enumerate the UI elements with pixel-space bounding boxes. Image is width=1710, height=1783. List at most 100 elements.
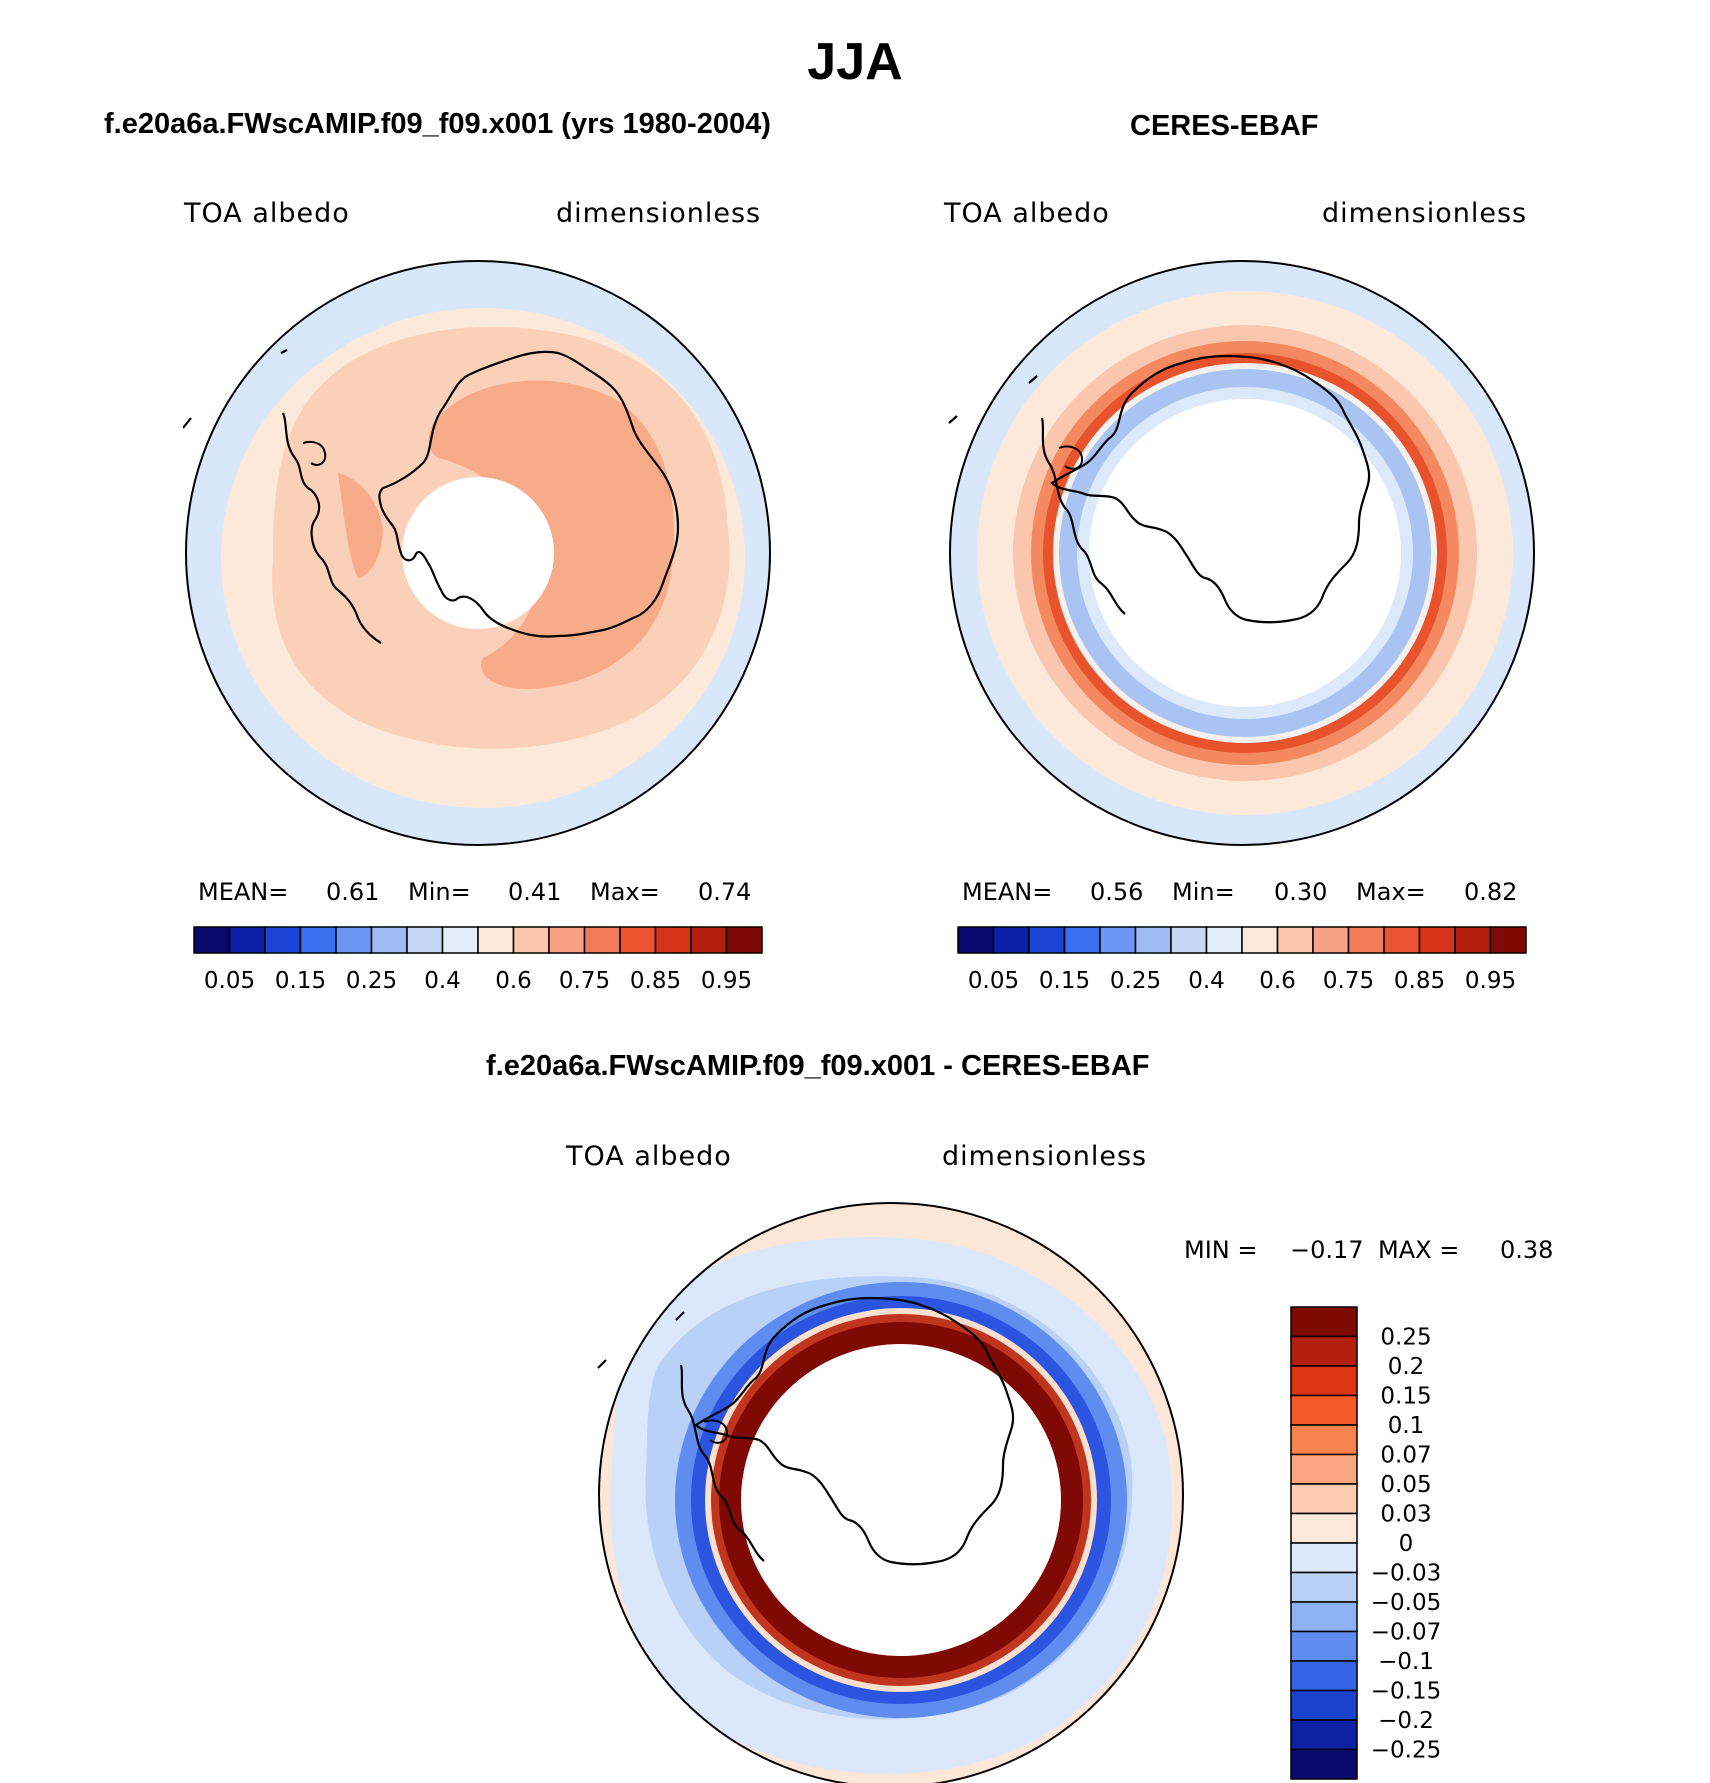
- colorbar-tick-label: 0: [1399, 1531, 1414, 1557]
- colorbar-swatch: [1290, 1719, 1358, 1751]
- panel-3-title: f.e20a6a.FWscAMIP.f09_f09.x001 - CERES-E…: [486, 1050, 1150, 1082]
- colorbar-swatch: [1099, 926, 1137, 954]
- colorbar-swatch: [1063, 926, 1101, 954]
- map-boundary: [949, 260, 1535, 846]
- colorbar-swatch: [1290, 1424, 1358, 1456]
- colorbar-tick-label: 0.15: [1380, 1384, 1431, 1410]
- panel-3-min-label: MIN =: [1184, 1236, 1258, 1264]
- colorbar-swatch: [1028, 926, 1066, 954]
- colorbar-swatch: [690, 926, 728, 954]
- colorbar-swatch: [619, 926, 657, 954]
- colorbar-swatch: [1290, 1542, 1358, 1574]
- colorbar-tick-label: 0.15: [1039, 968, 1090, 994]
- panel-1-max-value: 0.74: [698, 878, 752, 906]
- panel-1-mean-label: MEAN=: [198, 878, 289, 906]
- colorbar-swatch: [1454, 926, 1492, 954]
- colorbar-swatch: [957, 926, 995, 954]
- colorbar-tick-label: 0.25: [346, 968, 397, 994]
- panel-3-max-value: 0.38: [1500, 1236, 1554, 1264]
- map-boundary: [185, 260, 771, 846]
- colorbar-swatch: [406, 926, 444, 954]
- coastline: [1058, 445, 1084, 470]
- colorbar-tick-label: 0.05: [968, 968, 1019, 994]
- colorbar-swatch: [477, 926, 515, 954]
- panel-2-units: dimensionless: [1322, 198, 1528, 229]
- panel-3-units: dimensionless: [942, 1141, 1148, 1172]
- panel-2-mean-value: 0.56: [1090, 878, 1144, 906]
- coastline: [597, 1311, 685, 1369]
- panel-3-max-label: MAX =: [1378, 1236, 1460, 1264]
- panel-2-max-value: 0.82: [1464, 878, 1518, 906]
- colorbar-swatch: [1290, 1365, 1358, 1397]
- map-missing-data: [402, 477, 554, 629]
- map-missing-data: [1089, 399, 1401, 707]
- colorbar-swatch: [512, 926, 550, 954]
- colorbar-swatch: [1347, 926, 1385, 954]
- panel-2-min-label: Min=: [1172, 878, 1235, 906]
- colorbar-swatch: [1290, 1512, 1358, 1544]
- coastline: [1040, 417, 1126, 615]
- coastline: [281, 412, 382, 644]
- colorbar-swatch: [1290, 1689, 1358, 1721]
- coastline: [378, 350, 680, 638]
- colorbar-swatch: [228, 926, 266, 954]
- panel-3-variable: TOA albedo: [566, 1141, 732, 1172]
- colorbar-tick-label: −0.05: [1371, 1590, 1441, 1616]
- colorbar-swatch: [1290, 1748, 1358, 1780]
- colorbar-tick-label: 0.05: [1380, 1472, 1431, 1498]
- colorbar-tick-label: 0.6: [495, 968, 532, 994]
- panel-2-colorbar: 0.05 0.15 0.25 0.4 0.6 0.75 0.85 0.95: [957, 926, 1527, 994]
- colorbar-swatch: [1290, 1335, 1358, 1367]
- colorbar-swatch: [1290, 1601, 1358, 1633]
- panel-3-min-value: −0.17: [1290, 1236, 1364, 1264]
- colorbar-swatch: [264, 926, 302, 954]
- panel-1-variable: TOA albedo: [184, 198, 350, 229]
- colorbar-tick-label: 0.07: [1380, 1443, 1431, 1469]
- colorbar-swatch: [548, 926, 586, 954]
- colorbar-tick-label: 0.85: [1394, 968, 1445, 994]
- panel-1-units: dimensionless: [556, 198, 762, 229]
- colorbar-swatch: [335, 926, 373, 954]
- figure-title: JJA: [807, 33, 903, 91]
- coastline: [694, 1296, 1015, 1566]
- colorbar-swatch: [1418, 926, 1456, 954]
- panel-2-polar-map: [948, 260, 1535, 846]
- colorbar-tick-label: 0.03: [1380, 1502, 1431, 1528]
- panel-3-colorbar: 0.25 0.2 0.15 0.1 0.07 0.05 0.03 0 −0.03 −0.05 −0.…: [1290, 1306, 1441, 1780]
- colorbar-swatch: [583, 926, 621, 954]
- coastline: [183, 349, 288, 429]
- colorbar-swatch: [1312, 926, 1350, 954]
- coastline: [302, 440, 327, 466]
- colorbar-swatch: [1205, 926, 1243, 954]
- coastline: [948, 375, 1038, 424]
- coastline: [1050, 354, 1371, 624]
- colorbar-swatch: [1276, 926, 1314, 954]
- map-contour-ring: [338, 473, 383, 578]
- colorbar-swatch: [1290, 1630, 1358, 1662]
- colorbar-swatch: [725, 926, 763, 954]
- colorbar-swatch: [1134, 926, 1172, 954]
- panel-3-polar-map: [597, 1202, 1184, 1783]
- panel-2-max-label: Max=: [1356, 878, 1426, 906]
- colorbar-swatch: [1290, 1660, 1358, 1692]
- colorbar-swatch: [1290, 1306, 1358, 1338]
- colorbar-swatch: [1489, 926, 1527, 954]
- panel-2-title: CERES-EBAF: [1130, 110, 1319, 142]
- colorbar-tick-label: −0.07: [1371, 1620, 1441, 1646]
- colorbar-swatch: [1290, 1394, 1358, 1426]
- colorbar-swatch: [1290, 1571, 1358, 1603]
- colorbar-tick-label: 0.4: [1188, 968, 1225, 994]
- colorbar-tick-label: 0.95: [701, 968, 752, 994]
- coastline: [703, 1419, 729, 1444]
- colorbar-swatch: [370, 926, 408, 954]
- colorbar-swatch: [1170, 926, 1208, 954]
- colorbar-tick-label: −0.15: [1371, 1679, 1441, 1705]
- panel-2-mean-label: MEAN=: [962, 878, 1053, 906]
- colorbar-tick-label: 0.2: [1388, 1354, 1425, 1380]
- colorbar-tick-label: 0.4: [424, 968, 461, 994]
- colorbar-tick-label: 0.95: [1465, 968, 1516, 994]
- colorbar-swatch: [1290, 1453, 1358, 1485]
- colorbar-swatch: [1383, 926, 1421, 954]
- colorbar-tick-label: 0.25: [1110, 968, 1161, 994]
- panel-1-polar-map: [183, 260, 771, 846]
